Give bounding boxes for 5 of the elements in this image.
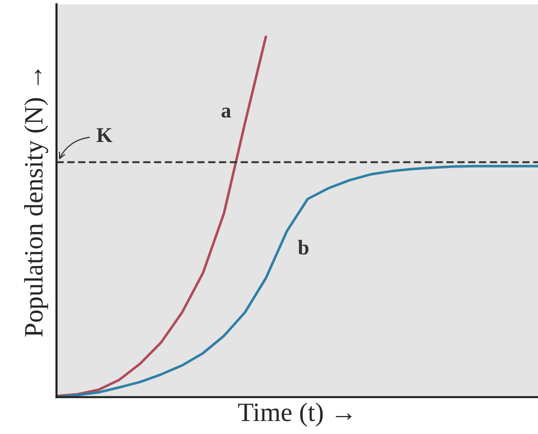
y-axis-title: Population density (N) → (24, 69, 48, 337)
x-axis-title: Time (t) → (238, 402, 352, 427)
series-label: b (298, 240, 308, 255)
legend-label: K (96, 128, 112, 142)
series-label: a (222, 108, 231, 118)
